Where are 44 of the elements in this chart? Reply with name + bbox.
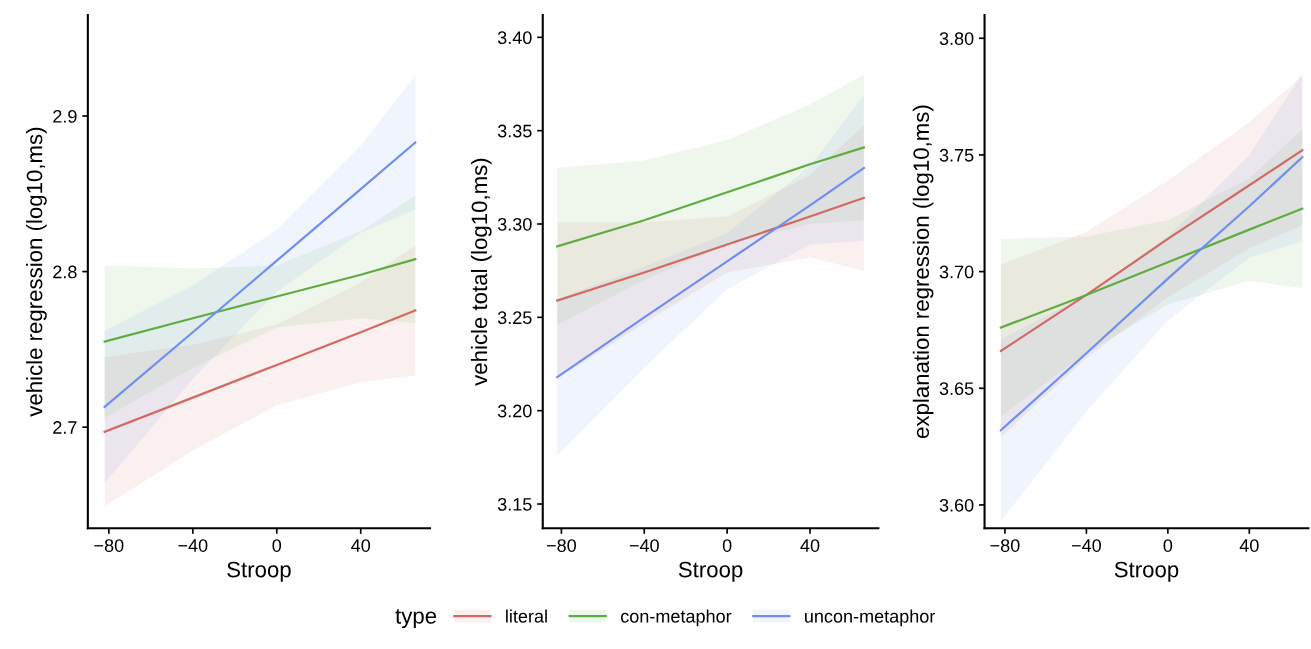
x-axis-title: Stroop	[678, 561, 743, 582]
y-tick-label: 3.40	[497, 31, 532, 45]
x-tick-label: −40	[629, 539, 659, 552]
x-axis-title: Stroop	[227, 561, 291, 582]
legend-label: con-metaphor	[621, 609, 732, 627]
line-series	[999, 207, 1304, 329]
y-axis-title: vehicle regression (log10,ms)	[26, 127, 47, 417]
line-series	[999, 149, 1304, 353]
y-tick-label: 3.80	[939, 32, 974, 45]
legend-label: literal	[506, 609, 547, 623]
x-tick-label: −80	[990, 539, 1020, 552]
y-axis-title: vehicle total (log10,ms)	[470, 158, 492, 386]
line-series	[556, 166, 865, 379]
line-series	[103, 309, 417, 433]
x-tick-label: −40	[178, 539, 208, 552]
x-axis-title: Stroop	[1114, 561, 1179, 582]
legend-label: uncon-metaphor	[805, 609, 936, 627]
y-tick-label: 3.20	[497, 404, 532, 418]
x-tick-label: −80	[546, 539, 577, 552]
y-axis-title: explanation regression (log10,ms)	[912, 105, 934, 439]
line-series	[103, 258, 417, 343]
x-tick-label: 40	[800, 539, 820, 552]
x-tick-label: −40	[1071, 539, 1101, 552]
x-tick-label: 0	[272, 539, 282, 552]
y-tick-label: 3.30	[497, 217, 532, 231]
legend-title: type	[395, 609, 437, 629]
x-tick-label: −80	[94, 539, 124, 552]
y-tick-label: 3.60	[939, 498, 974, 512]
x-tick-label: 40	[1239, 539, 1259, 552]
y-tick-label: 3.75	[939, 148, 974, 162]
y-tick-label: 3.15	[497, 497, 532, 511]
y-tick-label: 3.65	[939, 382, 974, 395]
y-tick-label: 3.35	[497, 124, 532, 138]
y-tick-label: 3.25	[497, 311, 532, 325]
x-tick-label: 0	[1163, 539, 1173, 552]
line-series	[556, 146, 865, 248]
y-tick-label: 2.7	[53, 421, 77, 434]
y-tick-label: 2.9	[53, 109, 77, 123]
x-tick-label: 0	[722, 539, 732, 552]
x-tick-label: 40	[351, 539, 371, 552]
line-series	[103, 141, 417, 409]
y-tick-label: 3.70	[939, 265, 974, 279]
y-tick-label: 2.8	[53, 265, 77, 279]
line-series	[556, 196, 865, 302]
